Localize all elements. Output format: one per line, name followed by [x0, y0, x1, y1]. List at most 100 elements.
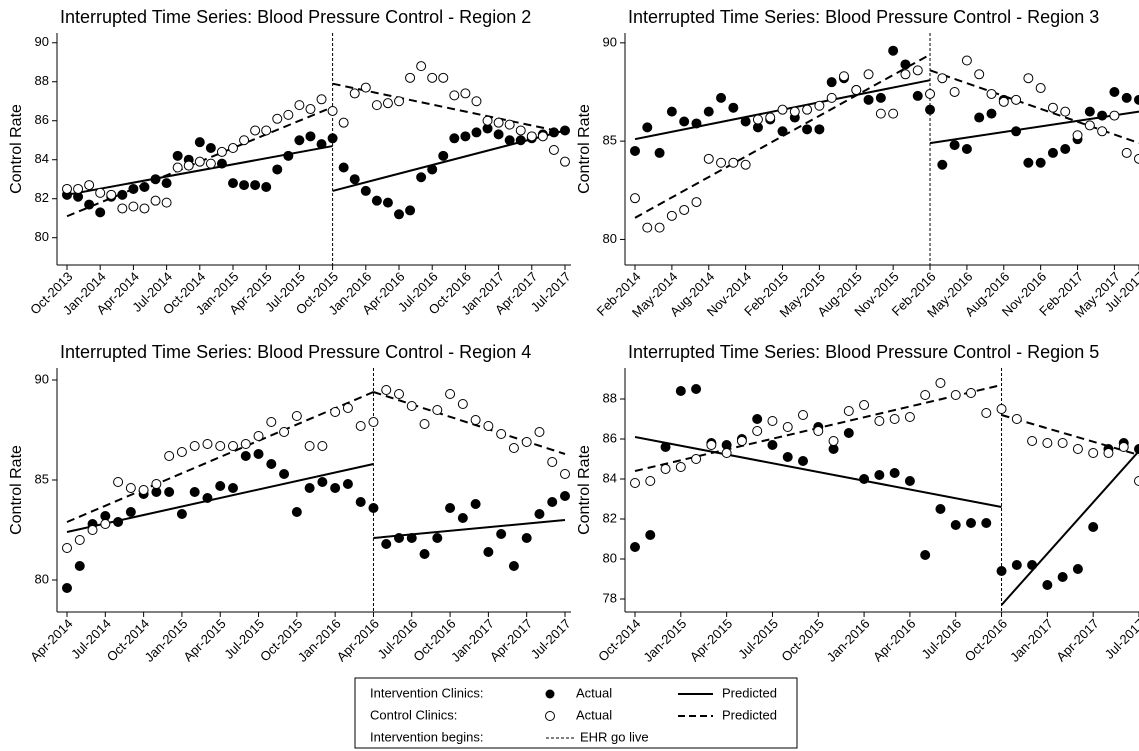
- data-point: [765, 112, 776, 123]
- data-point: [642, 122, 653, 133]
- data-point: [419, 549, 430, 559]
- data-point: [1118, 442, 1129, 452]
- data-point: [406, 401, 417, 411]
- predicted-line: [634, 53, 931, 219]
- data-point: [1027, 560, 1038, 570]
- data-point: [291, 411, 302, 421]
- legend-symbol: [545, 711, 555, 721]
- data-point: [194, 156, 205, 167]
- data-point: [504, 135, 515, 146]
- data-point: [1023, 73, 1034, 84]
- data-point: [151, 479, 162, 489]
- data-point: [457, 399, 468, 409]
- data-point: [371, 100, 382, 111]
- data-point: [228, 143, 238, 154]
- data-point: [1011, 560, 1022, 570]
- data-point: [1134, 94, 1139, 105]
- panel: Interrupted Time Series: Blood Pressure …: [576, 342, 1139, 665]
- data-point: [250, 125, 261, 136]
- data-point: [432, 533, 443, 543]
- data-point: [95, 207, 106, 218]
- data-point: [215, 441, 226, 451]
- data-point: [240, 439, 251, 449]
- data-point: [508, 561, 519, 571]
- legend-label: Actual: [576, 685, 612, 700]
- data-point: [1011, 126, 1022, 137]
- data-point: [1121, 92, 1132, 103]
- data-point: [828, 436, 839, 446]
- data-point: [1109, 86, 1120, 97]
- data-point: [1035, 157, 1046, 168]
- data-point: [996, 404, 1007, 414]
- data-point: [1047, 147, 1058, 158]
- data-point: [716, 92, 727, 103]
- data-point: [691, 384, 702, 394]
- data-point: [117, 203, 128, 214]
- data-point: [534, 427, 545, 437]
- data-point: [266, 417, 277, 427]
- y-tick-label: 84: [35, 151, 49, 166]
- predicted-line: [332, 129, 566, 192]
- data-point: [888, 108, 899, 119]
- data-point: [138, 485, 149, 495]
- data-point: [381, 385, 392, 395]
- data-point: [371, 195, 382, 206]
- data-point: [706, 440, 717, 450]
- data-point: [342, 479, 353, 489]
- data-point: [1047, 102, 1058, 113]
- data-point: [416, 61, 427, 72]
- legend-symbol: [545, 689, 555, 699]
- data-point: [394, 389, 404, 399]
- data-point: [176, 447, 187, 457]
- data-point: [304, 441, 315, 451]
- data-point: [937, 73, 948, 84]
- data-point: [355, 497, 366, 507]
- data-point: [904, 412, 915, 422]
- y-tick-label: 82: [603, 510, 617, 525]
- data-point: [675, 462, 686, 472]
- data-point: [194, 137, 205, 148]
- data-point: [113, 517, 124, 527]
- data-point: [382, 98, 393, 109]
- data-point: [950, 520, 961, 530]
- data-point: [294, 135, 305, 146]
- data-point: [1134, 476, 1139, 486]
- data-point: [449, 133, 460, 144]
- data-point: [998, 96, 1009, 107]
- data-point: [100, 519, 111, 529]
- data-point: [394, 209, 404, 220]
- data-point: [889, 468, 900, 478]
- data-point: [161, 178, 172, 189]
- data-point: [1027, 436, 1038, 446]
- data-point: [826, 77, 837, 88]
- data-point: [183, 160, 194, 171]
- predicted-line: [66, 463, 374, 533]
- data-point: [802, 124, 813, 135]
- data-point: [703, 153, 714, 164]
- data-point: [752, 426, 763, 436]
- data-point: [253, 431, 264, 441]
- data-point: [294, 100, 305, 111]
- data-point: [427, 72, 438, 83]
- data-point: [470, 499, 481, 509]
- data-point: [974, 112, 985, 123]
- predicted-line: [1001, 414, 1139, 456]
- data-point: [381, 539, 392, 549]
- data-point: [125, 483, 136, 493]
- data-point: [216, 146, 227, 157]
- data-point: [432, 405, 443, 415]
- data-point: [189, 441, 200, 451]
- x-tick-label: Jan-2017: [1007, 616, 1056, 665]
- y-tick-label: 80: [603, 231, 617, 246]
- y-tick-label: 90: [35, 371, 49, 386]
- data-point: [789, 106, 800, 117]
- data-point: [875, 108, 886, 119]
- data-point: [1035, 83, 1046, 94]
- data-point: [205, 158, 216, 169]
- data-point: [961, 55, 972, 66]
- predicted-line: [373, 519, 566, 539]
- legend-label: EHR go live: [580, 729, 649, 744]
- data-point: [1057, 438, 1068, 448]
- data-point: [1134, 153, 1139, 164]
- data-point: [863, 94, 874, 105]
